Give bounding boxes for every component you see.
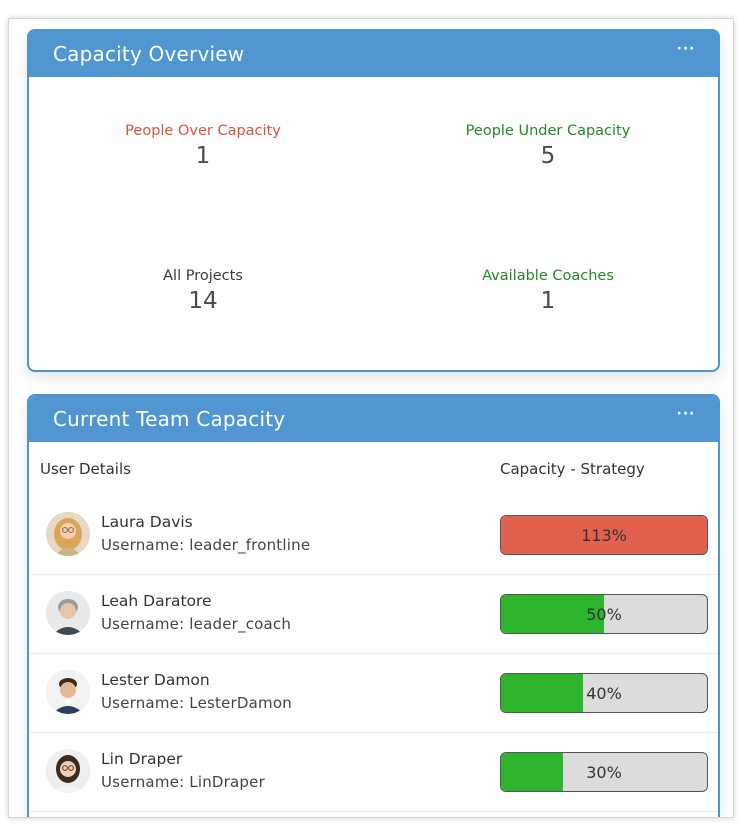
capacity-value: 50% <box>586 604 622 624</box>
capacity-bar-fill <box>501 595 604 633</box>
capacity-bar-fill <box>501 753 563 791</box>
user-username: Username: leader_frontline <box>101 536 311 554</box>
capacity-bar-fill <box>501 516 707 554</box>
user-name: Leah Daratore <box>101 592 212 610</box>
stat-value: 1 <box>195 143 211 169</box>
avatar <box>46 749 90 793</box>
table-row[interactable]: Lin Draper Username: LinDraper 30% <box>29 733 718 812</box>
capacity-bar-fill <box>501 674 584 712</box>
stat-label: People Over Capacity <box>125 123 281 139</box>
team-capacity-title: Current Team Capacity <box>53 407 286 431</box>
stat-value: 1 <box>540 288 556 314</box>
user-name: Lester Damon <box>101 671 210 689</box>
avatar <box>46 670 90 714</box>
stat-label: People Under Capacity <box>465 123 631 139</box>
column-header-capacity: Capacity - Strategy <box>500 460 645 478</box>
avatar <box>46 591 90 635</box>
stat-label: Available Coaches <box>482 268 614 284</box>
table-row[interactable]: Laura Davis Username: leader_frontline 1… <box>29 496 718 575</box>
avatar <box>46 512 90 556</box>
table-header: User Details Capacity - Strategy <box>29 442 718 496</box>
stat-available-coaches: Available Coaches 1 <box>398 268 698 314</box>
stat-people-over-capacity: People Over Capacity 1 <box>53 123 353 169</box>
stat-value: 14 <box>188 288 218 314</box>
capacity-overview-header: Capacity Overview ··· <box>29 31 718 77</box>
capacity-bar: 40% <box>500 673 708 713</box>
table-row[interactable]: Leah Daratore Username: leader_coach 50% <box>29 575 718 654</box>
stat-value: 5 <box>540 143 556 169</box>
user-username: Username: LesterDamon <box>101 694 292 712</box>
column-header-user-details: User Details <box>40 460 131 478</box>
team-capacity-more-icon[interactable]: ··· <box>676 406 696 422</box>
stat-all-projects: All Projects 14 <box>53 268 353 314</box>
team-capacity-card: Current Team Capacity ··· User Details C… <box>27 394 720 817</box>
capacity-overview-card: Capacity Overview ··· People Over Capaci… <box>27 29 720 372</box>
stat-label: All Projects <box>163 268 243 284</box>
capacity-value: 30% <box>586 762 622 782</box>
stat-people-under-capacity: People Under Capacity 5 <box>398 123 698 169</box>
capacity-bar: 30% <box>500 752 708 792</box>
capacity-overview-more-icon[interactable]: ··· <box>676 41 696 57</box>
user-username: Username: leader_coach <box>101 615 292 633</box>
user-name: Lin Draper <box>101 750 183 768</box>
dashboard-frame: Capacity Overview ··· People Over Capaci… <box>8 18 734 818</box>
team-capacity-header: Current Team Capacity ··· <box>29 396 718 442</box>
table-row[interactable]: Lester Damon Username: LesterDamon 40% <box>29 654 718 733</box>
user-username: Username: LinDraper <box>101 773 265 791</box>
user-name: Laura Davis <box>101 513 193 531</box>
capacity-value: 113% <box>581 525 627 545</box>
capacity-bar: 50% <box>500 594 708 634</box>
capacity-overview-title: Capacity Overview <box>53 42 245 66</box>
capacity-value: 40% <box>586 683 622 703</box>
capacity-bar: 113% <box>500 515 708 555</box>
